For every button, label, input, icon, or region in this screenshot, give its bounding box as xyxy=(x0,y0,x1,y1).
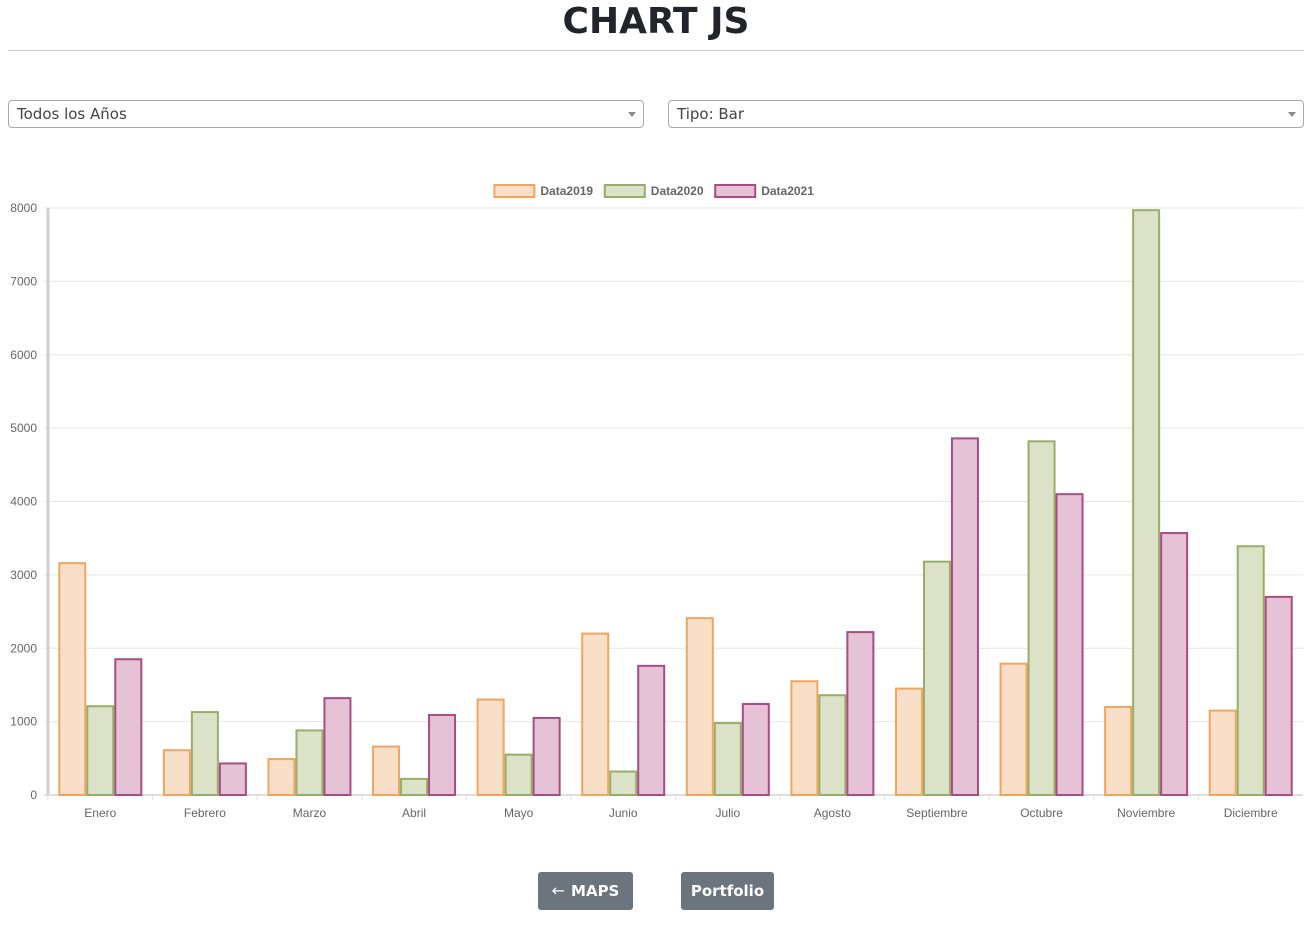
bar-data2020-enero xyxy=(86,705,115,796)
legend-label: Data2021 xyxy=(761,184,814,198)
bar-data2019-abril xyxy=(372,745,401,797)
bars xyxy=(58,209,1293,797)
y-tick-label: 7000 xyxy=(10,274,37,288)
chart-type-select[interactable]: Tipo: Bar xyxy=(668,100,1304,128)
year-select-value: Todos los Años xyxy=(17,105,127,123)
bar-data2020-junio xyxy=(609,770,638,797)
bar-data2021-febrero xyxy=(218,762,247,796)
bar-data2021-abril xyxy=(428,714,457,796)
bar-data2019-febrero xyxy=(162,749,191,797)
bar-data2019-mayo xyxy=(476,698,505,796)
y-tick-label: 6000 xyxy=(10,348,37,362)
bar-data2020-julio xyxy=(713,722,742,797)
x-tick-label: Octubre xyxy=(1020,806,1063,820)
bar-data2020-agosto xyxy=(818,694,847,797)
bar-data2021-mayo xyxy=(532,716,561,796)
bar-data2021-julio xyxy=(741,703,770,797)
legend-swatch-data2020 xyxy=(603,184,646,198)
bar-data2021-noviembre xyxy=(1160,532,1189,796)
grid-lines xyxy=(44,207,1303,796)
x-tick-label: Marzo xyxy=(293,806,327,820)
portfolio-button[interactable]: Portfolio xyxy=(681,872,774,910)
x-tick-label: Mayo xyxy=(504,806,534,820)
bar-data2021-diciembre xyxy=(1264,595,1293,797)
bar-data2020-octubre xyxy=(1027,440,1056,796)
caret-down-icon xyxy=(1288,112,1296,117)
bar-data2021-enero xyxy=(114,658,143,796)
bar-data2019-diciembre xyxy=(1208,709,1237,797)
bar-data2021-septiembre xyxy=(950,437,979,796)
bar-data2019-enero xyxy=(58,562,87,797)
bar-data2019-octubre xyxy=(999,662,1028,796)
bar-data2020-mayo xyxy=(504,753,533,796)
legend-swatch-data2021 xyxy=(714,184,757,198)
page-title: CHART JS xyxy=(562,1,750,42)
x-tick-label: Junio xyxy=(609,806,638,820)
bar-data2019-junio xyxy=(581,632,610,797)
legend-label: Data2019 xyxy=(540,184,593,198)
arrow-left-icon: ← xyxy=(551,881,566,900)
title-divider xyxy=(8,50,1304,51)
maps-button-label: MAPS xyxy=(571,882,620,900)
y-tick-label: 1000 xyxy=(10,715,37,729)
legend-swatch-data2019 xyxy=(493,184,536,198)
bar-data2021-octubre xyxy=(1055,493,1084,796)
bar-data2020-abril xyxy=(400,777,429,796)
bar-data2020-diciembre xyxy=(1236,545,1265,797)
bar-data2020-noviembre xyxy=(1132,209,1161,797)
bar-data2020-febrero xyxy=(190,711,219,796)
bar-data2020-marzo xyxy=(295,729,324,796)
maps-button[interactable]: ← MAPS xyxy=(538,872,633,910)
legend: Data2019 Data2020 Data2021 xyxy=(493,184,814,198)
x-tick-label: Enero xyxy=(84,806,116,820)
y-tick-label: 0 xyxy=(30,788,37,802)
bar-chart: 0 1000 2000 3000 4000 5000 6000 7000 8000 Enero Fe… xyxy=(10,184,1303,820)
x-tick-label: Noviembre xyxy=(1117,806,1175,820)
portfolio-button-label: Portfolio xyxy=(690,882,765,900)
bar-data2019-septiembre xyxy=(894,687,923,797)
bar-data2021-agosto xyxy=(846,631,875,797)
bar-data2019-noviembre xyxy=(1104,705,1133,797)
x-tick-label: Diciembre xyxy=(1224,806,1278,820)
chart-type-select-value: Tipo: Bar xyxy=(677,105,745,123)
caret-down-icon xyxy=(628,112,636,117)
year-select[interactable]: Todos los Años xyxy=(8,100,644,128)
y-tick-label: 5000 xyxy=(10,421,37,435)
x-tick-label: Septiembre xyxy=(906,806,968,820)
x-tick-label: Abril xyxy=(402,806,426,820)
y-tick-label: 4000 xyxy=(10,495,37,509)
bar-data2021-marzo xyxy=(323,697,352,797)
bar-data2019-marzo xyxy=(267,758,296,797)
x-tick-label: Febrero xyxy=(184,806,226,820)
axes: 0 1000 2000 3000 4000 5000 6000 7000 8000 Enero Fe… xyxy=(10,201,1278,820)
bar-data2019-julio xyxy=(685,617,714,797)
bar-data2021-junio xyxy=(637,664,666,796)
y-tick-label: 2000 xyxy=(10,641,37,655)
x-tick-label: Agosto xyxy=(814,806,852,820)
y-tick-label: 8000 xyxy=(10,201,37,215)
bar-data2019-agosto xyxy=(790,680,819,796)
legend-label: Data2020 xyxy=(651,184,704,198)
bar-data2020-septiembre xyxy=(922,560,951,797)
y-tick-label: 3000 xyxy=(10,568,37,582)
x-tick-label: Julio xyxy=(715,806,740,820)
